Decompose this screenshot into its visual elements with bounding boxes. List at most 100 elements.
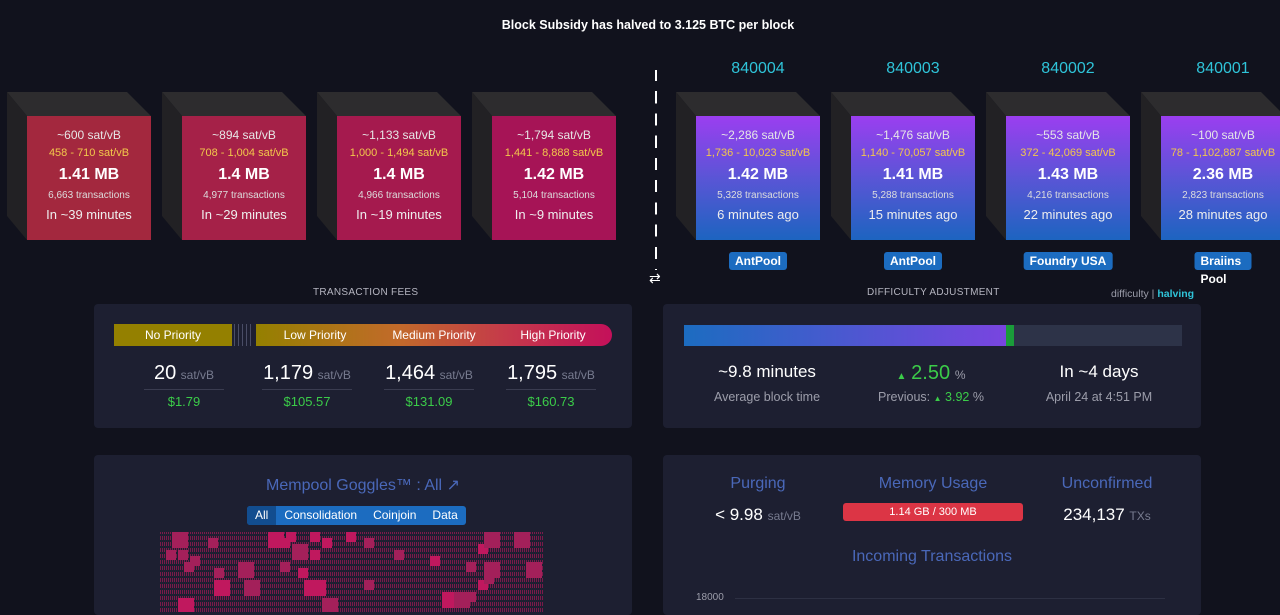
transaction-square[interactable]	[178, 550, 188, 560]
mined-block[interactable]: ~1,476 sat/vB 1,140 - 70,057 sat/vB 1.41…	[831, 92, 975, 240]
mining-pool-badge[interactable]: Foundry USA	[1023, 252, 1113, 270]
transaction-count: 4,216 transactions	[1027, 190, 1109, 201]
swap-direction-icon[interactable]: ⇄	[649, 270, 661, 286]
fee-usd: $1.79	[144, 389, 224, 409]
block-height[interactable]: 840002	[1041, 60, 1095, 77]
goggles-title[interactable]: Mempool Goggles™ : All ↗	[94, 475, 632, 495]
tab-coinjoin[interactable]: Coinjoin	[373, 508, 417, 522]
transaction-square[interactable]	[184, 562, 194, 572]
fee-range: 1,140 - 70,057 sat/vB	[860, 147, 966, 159]
mining-pool-badge[interactable]: AntPool	[884, 252, 942, 270]
transaction-square[interactable]	[346, 532, 356, 542]
transaction-square[interactable]	[214, 568, 224, 578]
mined-block[interactable]: ~2,286 sat/vB 1,736 - 10,023 sat/vB 1.42…	[676, 92, 820, 240]
fee-range: 1,441 - 8,888 sat/vB	[504, 147, 604, 159]
mempool-block[interactable]: ~1,794 sat/vB 1,441 - 8,888 sat/vB 1.42 …	[472, 92, 616, 240]
transaction-square[interactable]	[172, 532, 188, 548]
transaction-square[interactable]	[322, 598, 338, 612]
block-time: 15 minutes ago	[868, 207, 958, 222]
transaction-square[interactable]	[268, 532, 284, 548]
transaction-square[interactable]	[394, 550, 404, 560]
block-side-face	[7, 92, 27, 240]
block-top-face	[317, 92, 461, 116]
mined-block[interactable]: ~553 sat/vB 372 - 42,069 sat/vB 1.43 MB …	[986, 92, 1130, 240]
mempool-block[interactable]: ~600 sat/vB 458 - 710 sat/vB 1.41 MB 6,6…	[7, 92, 151, 240]
unconfirmed-label: Unconfirmed	[1061, 475, 1153, 492]
unconfirmed-count: 234,137	[1063, 505, 1125, 524]
block-size: 1.4 MB	[373, 166, 425, 183]
mempool-block-visualization[interactable]	[160, 532, 544, 612]
mempool-goggles-panel: Mempool Goggles™ : All ↗ All Consolidati…	[94, 455, 632, 615]
transaction-square[interactable]	[280, 562, 290, 572]
difficulty-progress-fill	[684, 325, 1015, 346]
tab-all[interactable]: All	[247, 506, 277, 525]
goggles-title-text: Mempool Goggles™ : All	[266, 477, 443, 494]
adjustment-date: April 24 at 4:51 PM	[1045, 390, 1153, 404]
block-top-face	[831, 92, 975, 116]
transaction-square[interactable]	[484, 574, 494, 584]
transaction-square[interactable]	[478, 580, 488, 590]
average-block-time: ~9.8 minutes	[718, 362, 816, 381]
block-height[interactable]: 840001	[1196, 60, 1250, 77]
transaction-square[interactable]	[364, 580, 374, 590]
transaction-square[interactable]	[304, 580, 320, 596]
block-size: 1.41 MB	[58, 166, 120, 183]
transaction-square[interactable]	[484, 532, 500, 548]
fee-usd: $131.09	[384, 389, 474, 409]
adjustment-eta: In ~4 days	[1059, 362, 1139, 381]
median-fee: ~2,286 sat/vB	[721, 128, 795, 142]
percent-unit: %	[972, 390, 984, 404]
transaction-square[interactable]	[364, 538, 374, 548]
median-fee: ~1,794 sat/vB	[517, 128, 591, 142]
mempool-block[interactable]: ~1,133 sat/vB 1,000 - 1,494 sat/vB 1.4 M…	[317, 92, 461, 240]
transaction-square[interactable]	[208, 538, 218, 548]
tab-data[interactable]: Data	[432, 508, 458, 522]
transaction-square[interactable]	[244, 580, 260, 596]
block-time: In ~39 minutes	[46, 207, 132, 222]
transaction-square[interactable]	[466, 592, 476, 602]
transaction-count: 6,663 transactions	[48, 190, 130, 201]
current-block-marker	[1006, 325, 1015, 346]
fee-estimate: 20 sat/vB $1.79	[144, 362, 224, 409]
transaction-square[interactable]	[322, 538, 332, 548]
transaction-square[interactable]	[280, 538, 290, 548]
transaction-square[interactable]	[166, 550, 176, 560]
high-priority-label: High Priority	[520, 328, 586, 342]
transaction-square[interactable]	[526, 562, 542, 578]
mined-block[interactable]: ~100 sat/vB 78 - 1,102,887 sat/vB 2.36 M…	[1141, 92, 1280, 240]
fee-range: 1,000 - 1,494 sat/vB	[349, 147, 449, 159]
transaction-square[interactable]	[430, 556, 440, 566]
block-front-face: ~1,794 sat/vB 1,441 - 8,888 sat/vB 1.42 …	[492, 116, 616, 240]
transaction-square[interactable]	[214, 580, 230, 596]
difficulty-toggle[interactable]: difficulty	[1111, 288, 1149, 300]
transaction-square[interactable]	[238, 562, 254, 578]
external-link-icon[interactable]: ↗	[446, 477, 460, 494]
mining-pool-badge[interactable]: Braiins Pool	[1194, 252, 1252, 286]
fee-estimate: 1,179 sat/vB $105.57	[262, 362, 352, 409]
mempool-block[interactable]: ~894 sat/vB 708 - 1,004 sat/vB 1.4 MB 4,…	[162, 92, 306, 240]
block-front-face: ~2,286 sat/vB 1,736 - 10,023 sat/vB 1.42…	[696, 116, 820, 240]
fee-estimate: 1,464 sat/vB $131.09	[384, 362, 474, 409]
halving-toggle[interactable]: halving	[1157, 288, 1195, 300]
transaction-square[interactable]	[310, 550, 320, 560]
block-top-face	[472, 92, 616, 116]
fee-rate: 20	[153, 362, 177, 384]
block-height[interactable]: 840004	[731, 60, 785, 77]
transaction-square[interactable]	[178, 598, 194, 612]
transaction-square[interactable]	[298, 568, 308, 578]
tab-consolidation[interactable]: Consolidation	[284, 508, 358, 522]
transaction-square[interactable]	[292, 544, 308, 560]
transaction-square[interactable]	[466, 562, 476, 572]
goggles-filter-tabs: All Consolidation Coinjoin Data	[247, 506, 466, 525]
median-fee: ~100 sat/vB	[1191, 128, 1255, 142]
transaction-square[interactable]	[286, 532, 296, 542]
block-size: 1.42 MB	[727, 166, 789, 183]
block-height[interactable]: 840003	[886, 60, 940, 77]
transaction-square[interactable]	[190, 556, 200, 566]
fee-rate: 1,795	[507, 362, 558, 384]
median-fee: ~894 sat/vB	[212, 128, 276, 142]
transaction-square[interactable]	[310, 532, 320, 542]
transaction-square[interactable]	[514, 532, 530, 548]
transaction-square[interactable]	[478, 544, 488, 554]
mining-pool-badge[interactable]: AntPool	[729, 252, 787, 270]
